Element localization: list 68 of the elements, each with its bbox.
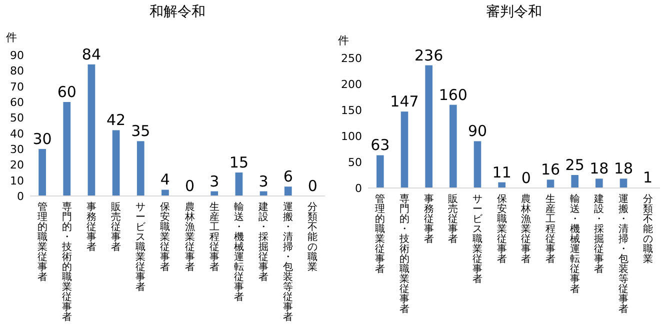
data-label: 25 xyxy=(565,156,584,174)
data-label: 0 xyxy=(308,177,318,195)
y-tick-label: 60 xyxy=(10,96,24,109)
data-label: 35 xyxy=(131,122,150,140)
x-tick-label: 分類不能の職業 xyxy=(308,201,318,273)
data-label: 90 xyxy=(468,122,488,140)
category-label: 専門的・技術的職業従事者 xyxy=(400,194,410,315)
x-tick-label: 管理的職業従事者 xyxy=(375,194,386,275)
y-tick-label: 50 xyxy=(10,112,24,125)
data-label: 63 xyxy=(370,136,390,154)
chart-title: 和解令和 xyxy=(150,4,206,20)
x-tick-label: 保安職業従事者 xyxy=(160,202,170,273)
data-label: 3 xyxy=(258,172,268,190)
data-label: 30 xyxy=(32,130,52,148)
y-tick-label: 0 xyxy=(17,190,24,203)
x-tick-label: 保安職業従事者 xyxy=(496,194,507,265)
y-tick-label: 40 xyxy=(10,127,24,140)
x-tick-label: 建設・採掘従事者 xyxy=(258,201,269,283)
x-tick-label: 生産工程従事者 xyxy=(546,193,556,265)
x-tick-label: 販売従事者 xyxy=(448,193,458,245)
category-label: 運搬・清掃・包装等従事者 xyxy=(618,194,628,315)
x-tick-label: 管理的職業従事者 xyxy=(37,202,48,283)
x-tick-label: 事務従事者 xyxy=(86,201,96,253)
x-tick-label: 農林漁業従事者 xyxy=(520,193,532,265)
data-label: 6 xyxy=(283,168,293,186)
y-tick-label: 100 xyxy=(341,130,362,143)
y-tick-label: 250 xyxy=(341,52,362,65)
y-tick-label: 20 xyxy=(10,158,24,172)
y-tick-label: 80 xyxy=(10,64,24,78)
data-label: 18 xyxy=(590,160,609,178)
y-tick-label: 70 xyxy=(10,80,24,94)
data-label: 236 xyxy=(414,46,444,64)
x-tick-label: 生産工程従事者 xyxy=(209,201,220,273)
data-label: 0 xyxy=(185,177,195,195)
data-label: 1 xyxy=(643,168,653,186)
y-axis-title: 件 xyxy=(6,31,17,44)
x-tick-label: 建設・採掘従事者 xyxy=(593,193,604,275)
category-label: サービス職業従事者 xyxy=(472,194,482,285)
y-axis-title: 件 xyxy=(338,34,349,47)
data-label: 160 xyxy=(438,86,468,104)
data-label: 4 xyxy=(160,170,170,189)
category-label: 輸送・機械運転従事者 xyxy=(570,194,580,295)
data-label: 84 xyxy=(82,45,102,64)
y-tick-label: 90 xyxy=(10,49,24,62)
x-tick-label: 分類不能の職業 xyxy=(642,193,653,265)
y-tick-label: 0 xyxy=(355,182,362,195)
data-label: 18 xyxy=(614,160,634,178)
y-tick-label: 50 xyxy=(348,156,362,169)
data-label: 11 xyxy=(492,163,512,182)
data-label: 60 xyxy=(57,83,76,101)
x-tick-label: 農林漁業従事者 xyxy=(184,201,195,273)
y-tick-label: 30 xyxy=(10,143,24,156)
data-label: 3 xyxy=(210,172,220,190)
data-label: 42 xyxy=(106,111,126,130)
x-tick-label: 事務従事者 xyxy=(424,193,434,245)
data-label: 147 xyxy=(390,92,419,111)
y-tick-label: 10 xyxy=(10,174,24,188)
x-tick-label: 販売従事者 xyxy=(111,201,122,253)
y-tick-label: 200 xyxy=(341,78,362,91)
category-label: 輸送・機械運転従事者 xyxy=(234,202,244,303)
data-label: 0 xyxy=(521,169,531,187)
y-tick-label: 150 xyxy=(341,104,362,117)
chart-title: 審判令和 xyxy=(486,4,542,20)
category-label: 運搬・清掃・包装等従事者 xyxy=(283,202,294,323)
data-label: 16 xyxy=(540,160,560,179)
category-label: サービス職業従事者 xyxy=(136,202,146,293)
category-label: 専門的・技術的職業従事者 xyxy=(62,202,72,323)
data-label: 15 xyxy=(229,154,249,172)
